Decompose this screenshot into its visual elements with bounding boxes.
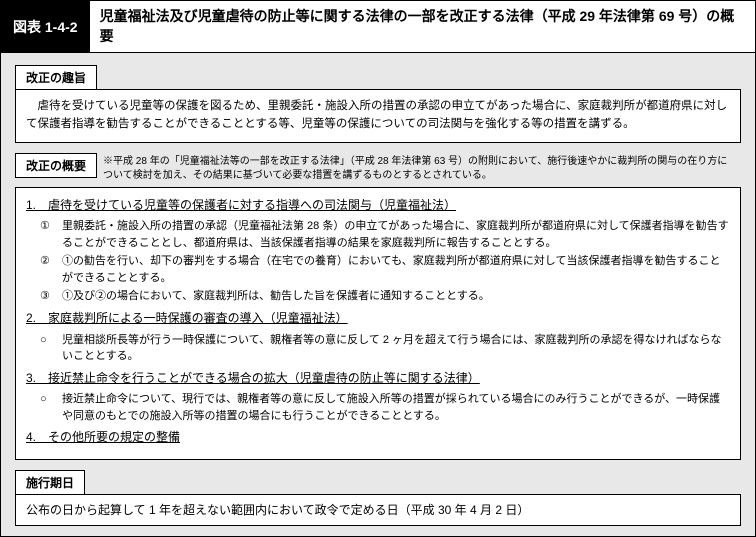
- purpose-label: 改正の趣旨: [15, 65, 97, 90]
- list-marker: ②: [40, 253, 62, 286]
- list-marker: ○: [40, 391, 62, 424]
- overview-heading-3: 3. 接近禁止命令を行うことができる場合の拡大（児童虐待の防止等に関する法律）: [26, 369, 730, 388]
- figure-body: 改正の趣旨 虐待を受けている児童等の保護を図るため、里親委託・施設入所の措置の承…: [1, 53, 755, 536]
- overview-item: ② ①の勧告を行い、却下の審判をする場合（在宅での養育）においても、家庭裁判所が…: [40, 253, 730, 286]
- figure-container: 図表 1-4-2 児童福祉法及び児童虐待の防止等に関する法律の一部を改正する法律…: [0, 0, 756, 537]
- list-marker: ③: [40, 288, 62, 305]
- effective-text: 公布の日から起算して 1 年を超えない範囲内において政令で定める日（平成 30 …: [26, 501, 730, 520]
- list-text: 里親委託・施設入所の措置の承認（児童福祉法第 28 条）の申立てがあった場合に、…: [62, 218, 730, 251]
- overview-heading-2: 2. 家庭裁判所による一時保護の審査の導入（児童福祉法）: [26, 309, 730, 328]
- overview-item: ○ 接近禁止命令について、現行では、親権者等の意に反して施設入所等の措置が採られ…: [40, 391, 730, 424]
- figure-number-label: 図表 1-4-2: [1, 1, 90, 52]
- overview-item: ③ ①及び②の場合において、家庭裁判所は、勧告した旨を保護者に通知することとする…: [40, 288, 730, 305]
- overview-label: 改正の概要: [15, 153, 97, 178]
- overview-item: ○ 児童相談所長等が行う一時保護について、親権者等の意に反して 2 ヶ月を超えて…: [40, 332, 730, 365]
- overview-heading-4: 4. その他所要の規定の整備: [26, 428, 730, 447]
- figure-title: 児童福祉法及び児童虐待の防止等に関する法律の一部を改正する法律（平成 29 年法…: [90, 1, 755, 52]
- overview-box: 1. 虐待を受けている児童等の保護者に対する指導への司法関与（児童福祉法） ① …: [15, 187, 741, 460]
- list-marker: ○: [40, 332, 62, 365]
- purpose-text: 虐待を受けている児童等の保護を図るため、里親委託・施設入所の措置の承認の申立てが…: [26, 98, 730, 134]
- effective-label: 施行期日: [15, 470, 85, 495]
- purpose-box: 虐待を受けている児童等の保護を図るため、里親委託・施設入所の措置の承認の申立てが…: [15, 89, 741, 143]
- list-text: ①及び②の場合において、家庭裁判所は、勧告した旨を保護者に通知することとする。: [62, 288, 730, 305]
- overview-heading-1: 1. 虐待を受けている児童等の保護者に対する指導への司法関与（児童福祉法）: [26, 196, 730, 215]
- list-text: 接近禁止命令について、現行では、親権者等の意に反して施設入所等の措置が採られてい…: [62, 391, 730, 424]
- list-marker: ①: [40, 218, 62, 251]
- figure-header: 図表 1-4-2 児童福祉法及び児童虐待の防止等に関する法律の一部を改正する法律…: [1, 1, 755, 53]
- list-text: 児童相談所長等が行う一時保護について、親権者等の意に反して 2 ヶ月を超えて行う…: [62, 332, 730, 365]
- overview-note: ※平成 28 年の「児童福祉法等の一部を改正する法律」（平成 28 年法律第 6…: [97, 153, 741, 185]
- overview-item: ① 里親委託・施設入所の措置の承認（児童福祉法第 28 条）の申立てがあった場合…: [40, 218, 730, 251]
- overview-header-row: 改正の概要 ※平成 28 年の「児童福祉法等の一部を改正する法律」（平成 28 …: [15, 153, 741, 185]
- list-text: ①の勧告を行い、却下の審判をする場合（在宅での養育）においても、家庭裁判所が都道…: [62, 253, 730, 286]
- effective-box: 公布の日から起算して 1 年を超えない範囲内において政令で定める日（平成 30 …: [15, 494, 741, 527]
